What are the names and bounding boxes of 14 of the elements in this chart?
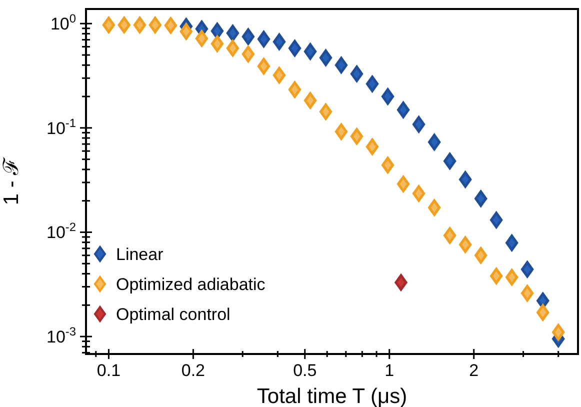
legend-label: Linear — [116, 245, 164, 264]
x-tick-label: 1 — [384, 361, 394, 380]
x-axis-title: Total time T (μs) — [256, 385, 408, 407]
x-tick-label: 2 — [469, 361, 479, 380]
x-tick-label: 0.1 — [96, 361, 121, 380]
y-tick-label: 10$^{-3}$ — [46, 324, 76, 347]
y-tick-label: 10$^{-2}$ — [46, 220, 76, 242]
x-tick-label: 0.5 — [293, 361, 317, 380]
legend-label: Optimized adiabatic — [116, 275, 266, 294]
y-tick-label: 10$^{-1}$ — [46, 116, 76, 138]
y-axis-title: 1 - ℱ — [0, 156, 23, 206]
y-tick-label: 10$^{0}$ — [50, 12, 76, 34]
x-tick-label: 0.2 — [181, 361, 206, 380]
legend-label: Optimal control — [116, 305, 230, 324]
